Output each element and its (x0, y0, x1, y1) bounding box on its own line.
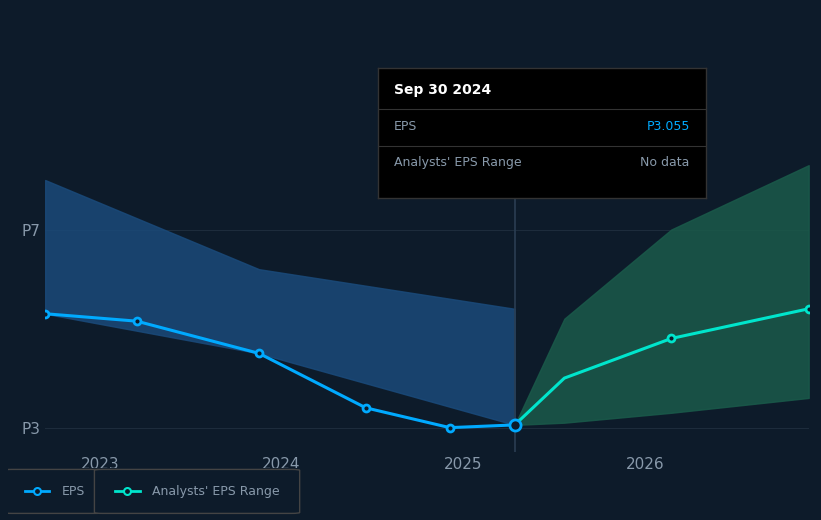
Text: Analysts Forecasts: Analysts Forecasts (522, 150, 651, 164)
FancyBboxPatch shape (4, 470, 103, 513)
Text: P3.055: P3.055 (646, 120, 690, 133)
FancyBboxPatch shape (94, 470, 300, 513)
Text: Sep 30 2024: Sep 30 2024 (394, 83, 491, 97)
Text: Analysts' EPS Range: Analysts' EPS Range (152, 485, 279, 498)
Text: Actual: Actual (464, 150, 507, 164)
Text: EPS: EPS (394, 120, 417, 133)
Text: EPS: EPS (62, 485, 85, 498)
Text: Analysts' EPS Range: Analysts' EPS Range (394, 156, 521, 169)
Text: No data: No data (640, 156, 690, 169)
